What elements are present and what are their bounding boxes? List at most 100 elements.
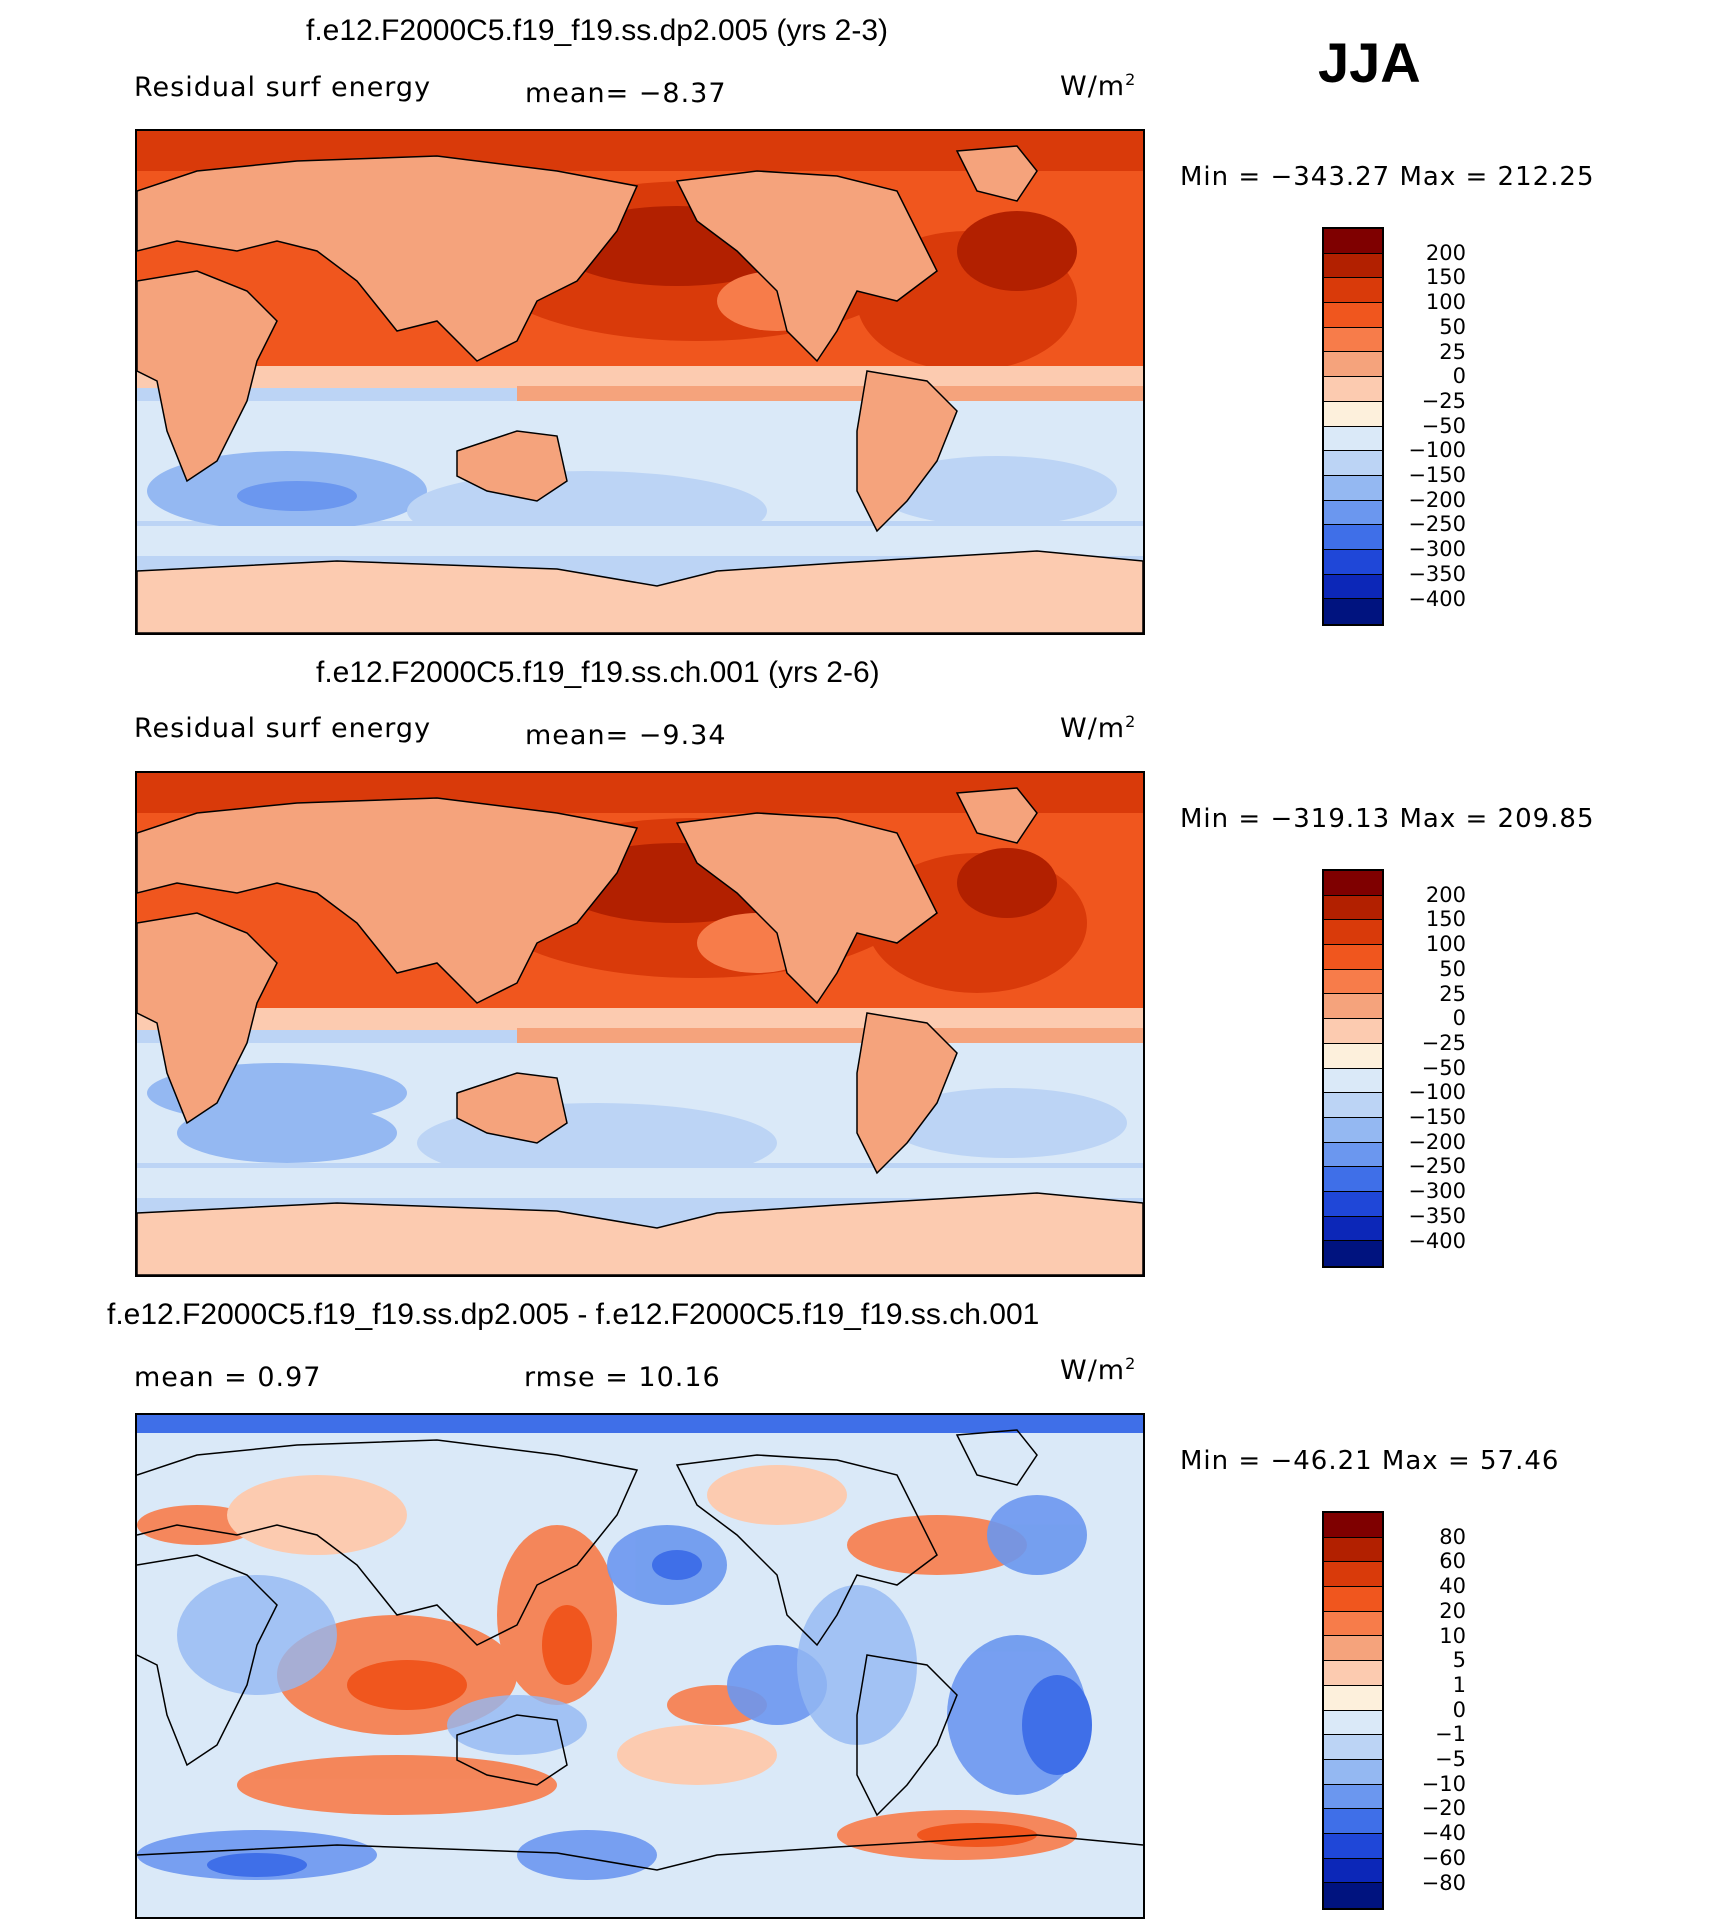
panel1-colorbar-swatch [1324,426,1382,452]
panel3-rmse-label: rmse = 10.16 [524,1362,721,1393]
panel2-colorbar-swatch [1324,895,1382,921]
colorbar-tick-label: −300 [1408,537,1466,562]
panel2-colorbar-swatch [1324,871,1382,896]
panel2-title: f.e12.F2000C5.f19_f19.ss.ch.001 (yrs 2-6… [316,656,880,689]
panel3-title: f.e12.F2000C5.f19_f19.ss.dp2.005 - f.e12… [107,1298,1040,1331]
colorbar-tick-label: −25 [1421,388,1466,413]
colorbar-tick-label: −250 [1408,1154,1466,1179]
colorbar-tick-label: 25 [1439,981,1466,1006]
panel3-colorbar-swatch [1324,1735,1382,1760]
colorbar-tick-label: −80 [1421,1870,1466,1895]
colorbar-tick-label: −40 [1421,1821,1466,1846]
colorbar-tick-label: −100 [1408,438,1466,463]
colorbar-tick-label: 25 [1439,339,1466,364]
colorbar-tick-label: 150 [1425,265,1466,290]
panel3-colorbar-swatch [1324,1833,1382,1859]
colorbar-tick-label: −50 [1421,413,1466,438]
panel3-colorbar-swatch [1324,1537,1382,1563]
panel1-variable-label: Residual surf energy [134,72,432,103]
colorbar-tick-label: 100 [1425,932,1466,957]
panel3-colorbar-swatch [1324,1611,1382,1637]
panel2-units: W/m2 [1060,712,1137,744]
panel3-minmax: Min = −46.21 Max = 57.46 [1180,1446,1560,1476]
season-label: JJA [1318,31,1421,94]
panel1-colorbar-swatch [1324,253,1382,279]
panel2-colorbar-swatch [1324,1142,1382,1168]
panel3-map [135,1413,1145,1919]
panel1-colorbar [1322,227,1384,626]
panel3-colorbar-swatch [1324,1685,1382,1711]
colorbar-tick-label: −400 [1408,1228,1466,1253]
panel3-colorbar-swatch [1324,1858,1382,1884]
panel3-colorbar-swatch [1324,1784,1382,1810]
panel2-colorbar-swatch [1324,1117,1382,1143]
colorbar-tick-label: 0 [1452,1006,1466,1031]
panel3-colorbar-swatch [1324,1710,1382,1736]
panel1-minmax: Min = −343.27 Max = 212.25 [1180,162,1595,192]
panel2-mean-label: mean= −9.34 [525,720,727,751]
colorbar-tick-label: −100 [1408,1080,1466,1105]
colorbar-tick-label: −20 [1421,1796,1466,1821]
panel1-title: f.e12.F2000C5.f19_f19.ss.dp2.005 (yrs 2-… [306,14,889,47]
colorbar-tick-label: −350 [1408,561,1466,586]
panel3-colorbar-swatch [1324,1587,1382,1612]
colorbar-tick-label: −25 [1421,1030,1466,1055]
panel3-colorbar-swatch [1324,1562,1382,1588]
colorbar-tick-label: 20 [1439,1598,1466,1623]
colorbar-tick-label: −150 [1408,1105,1466,1129]
panel1-colorbar-swatch [1324,278,1382,304]
panel1-colorbar-swatch [1324,525,1382,550]
colorbar-tick-label: 5 [1452,1648,1466,1673]
panel1-colorbar-swatch [1324,377,1382,402]
colorbar-tick-label: −5 [1435,1747,1466,1771]
panel1-colorbar-swatch [1324,401,1382,427]
colorbar-tick-label: −10 [1421,1771,1466,1796]
panel3-map-graphic [137,1415,1143,1917]
colorbar-tick-label: 0 [1452,364,1466,389]
panel3-colorbar-swatch [1324,1513,1382,1538]
panel1-colorbar-swatch [1324,451,1382,476]
panel3-mean-label: mean = 0.97 [134,1362,322,1393]
panel3-colorbar-swatch [1324,1661,1382,1686]
panel3-colorbar [1322,1511,1384,1910]
colorbar-tick-label: 60 [1439,1549,1466,1574]
panel2-variable-label: Residual surf energy [134,713,432,744]
colorbar-tick-label: 40 [1439,1574,1466,1599]
colorbar-tick-label: 200 [1425,882,1466,907]
panel2-colorbar-swatch [1324,945,1382,970]
colorbar-tick-label: 50 [1439,956,1466,981]
panel3-colorbar-swatch [1324,1636,1382,1662]
panel1-colorbar-swatch [1324,599,1382,624]
panel1-colorbar-swatch [1324,549,1382,575]
panel2-colorbar-swatch [1324,994,1382,1020]
panel1-units: W/m2 [1060,70,1137,102]
colorbar-tick-label: 150 [1425,907,1466,932]
panel1-colorbar-swatch [1324,229,1382,254]
colorbar-tick-label: −60 [1421,1845,1466,1870]
panel2-colorbar [1322,869,1384,1268]
panel2-colorbar-swatch [1324,1019,1382,1044]
colorbar-tick-label: 10 [1439,1623,1466,1648]
colorbar-tick-label: 80 [1439,1524,1466,1549]
colorbar-tick-label: 100 [1425,290,1466,315]
panel1-colorbar-swatch [1324,327,1382,353]
panel1-map-graphic [137,131,1143,633]
colorbar-tick-label: −200 [1408,487,1466,512]
panel2-map-graphic [137,773,1143,1275]
panel2-minmax: Min = −319.13 Max = 209.85 [1180,804,1595,834]
panel1-colorbar-swatch [1324,475,1382,501]
colorbar-tick-label: −1 [1435,1722,1466,1747]
panel3-units: W/m2 [1060,1354,1137,1386]
colorbar-tick-label: −200 [1408,1129,1466,1154]
panel2-colorbar-swatch [1324,920,1382,946]
panel2-colorbar-swatch [1324,1043,1382,1069]
panel1-map [135,129,1145,635]
panel2-colorbar-swatch [1324,969,1382,995]
panel1-colorbar-swatch [1324,303,1382,328]
panel2-colorbar-swatch [1324,1216,1382,1242]
colorbar-tick-label: −150 [1408,463,1466,487]
panel2-colorbar-swatch [1324,1068,1382,1094]
colorbar-tick-label: −400 [1408,586,1466,611]
colorbar-tick-label: −250 [1408,512,1466,537]
panel2-colorbar-swatch [1324,1191,1382,1217]
